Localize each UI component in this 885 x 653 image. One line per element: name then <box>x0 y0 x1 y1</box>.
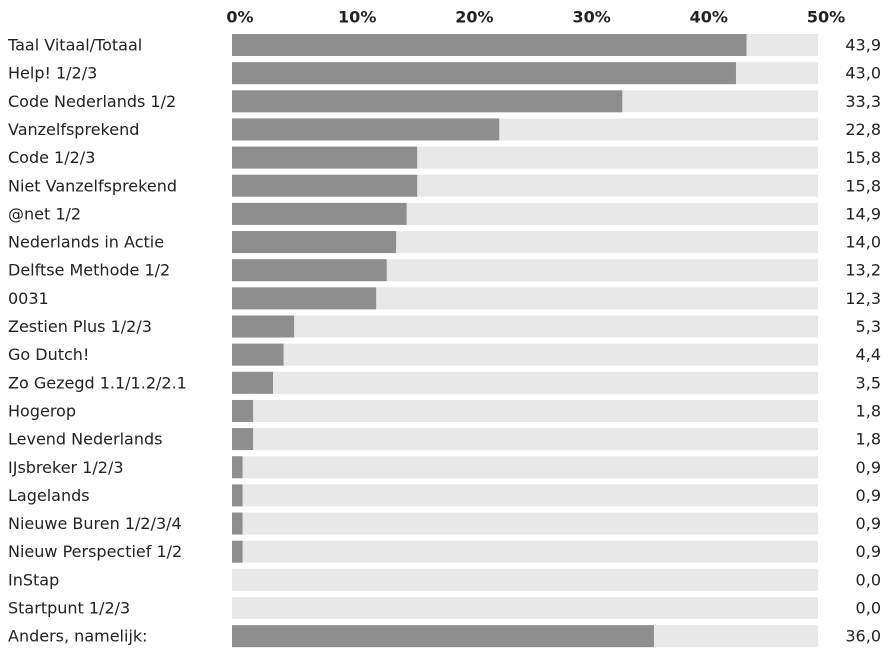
x-tick-label: 40% <box>690 8 728 27</box>
bar <box>232 174 418 197</box>
track <box>232 484 818 507</box>
bar <box>232 231 397 254</box>
category-label: Niet Vanzelfsprekend <box>8 176 177 195</box>
value-label: 0,0 <box>856 570 881 589</box>
bar <box>232 456 243 479</box>
category-label: Code Nederlands 1/2 <box>8 92 176 111</box>
category-label: Help! 1/2/3 <box>8 64 97 83</box>
bar <box>232 371 274 394</box>
value-label: 15,8 <box>845 148 881 167</box>
bar <box>232 343 284 366</box>
category-label: Anders, namelijk: <box>8 627 148 646</box>
value-label: 0,9 <box>856 458 881 477</box>
bar <box>232 202 407 225</box>
track <box>232 568 818 591</box>
value-label: 5,3 <box>856 317 881 336</box>
value-label: 14,0 <box>845 233 881 252</box>
track <box>232 540 818 563</box>
value-label: 13,2 <box>845 261 881 280</box>
category-label: Lagelands <box>8 486 90 505</box>
value-label: 14,9 <box>845 204 881 223</box>
value-label: 3,5 <box>856 373 881 392</box>
track <box>232 512 818 535</box>
x-tick-label: 10% <box>338 8 376 27</box>
bar <box>232 625 654 648</box>
bar <box>232 512 243 535</box>
bar <box>232 118 500 141</box>
bar <box>232 259 387 282</box>
category-label: Go Dutch! <box>8 345 89 364</box>
bar <box>232 146 418 169</box>
bar <box>232 62 736 85</box>
value-label: 0,9 <box>856 542 881 561</box>
category-label: Taal Vitaal/Totaal <box>7 36 142 55</box>
track <box>232 428 818 451</box>
category-label: IJsbreker 1/2/3 <box>8 458 124 477</box>
bar <box>232 540 243 563</box>
track <box>232 456 818 479</box>
category-label: Code 1/2/3 <box>8 148 95 167</box>
track <box>232 597 818 619</box>
category-label: Levend Nederlands <box>8 430 162 449</box>
value-label: 36,0 <box>845 627 881 646</box>
category-label: 0031 <box>8 289 49 308</box>
value-label: 0,0 <box>856 599 881 618</box>
category-label: Startpunt 1/2/3 <box>8 599 130 618</box>
category-label: Zo Gezegd 1.1/1.2/2.1 <box>8 373 187 392</box>
bar <box>232 287 377 310</box>
value-label: 43,9 <box>845 36 881 55</box>
category-label: Nieuwe Buren 1/2/3/4 <box>8 514 182 533</box>
value-label: 4,4 <box>856 345 881 364</box>
value-label: 33,3 <box>845 92 881 111</box>
track <box>232 287 818 310</box>
category-label: Nederlands in Actie <box>8 233 164 252</box>
category-label: InStap <box>8 570 59 589</box>
x-tick-label: 50% <box>807 8 845 27</box>
category-label: Hogerop <box>8 401 76 420</box>
value-label: 0,9 <box>856 486 881 505</box>
track <box>232 399 818 422</box>
track <box>232 343 818 366</box>
bar <box>232 90 623 113</box>
value-label: 1,8 <box>856 430 881 449</box>
x-tick-label: 20% <box>455 8 493 27</box>
category-label: Nieuw Perspectief 1/2 <box>8 542 182 561</box>
bar <box>232 34 747 56</box>
bar <box>232 315 295 338</box>
bar <box>232 399 254 422</box>
value-label: 12,3 <box>845 289 881 308</box>
category-label: Vanzelfsprekend <box>8 120 139 139</box>
bar <box>232 428 254 451</box>
category-label: @net 1/2 <box>8 204 81 223</box>
category-label: Zestien Plus 1/2/3 <box>8 317 152 336</box>
bar <box>232 484 243 507</box>
x-tick-label: 0% <box>226 8 253 27</box>
value-label: 43,0 <box>845 64 881 83</box>
track <box>232 371 818 394</box>
x-tick-label: 30% <box>572 8 610 27</box>
value-label: 22,8 <box>845 120 881 139</box>
category-label: Delftse Methode 1/2 <box>8 261 170 280</box>
value-label: 1,8 <box>856 401 881 420</box>
value-label: 15,8 <box>845 176 881 195</box>
track <box>232 315 818 338</box>
value-label: 0,9 <box>856 514 881 533</box>
